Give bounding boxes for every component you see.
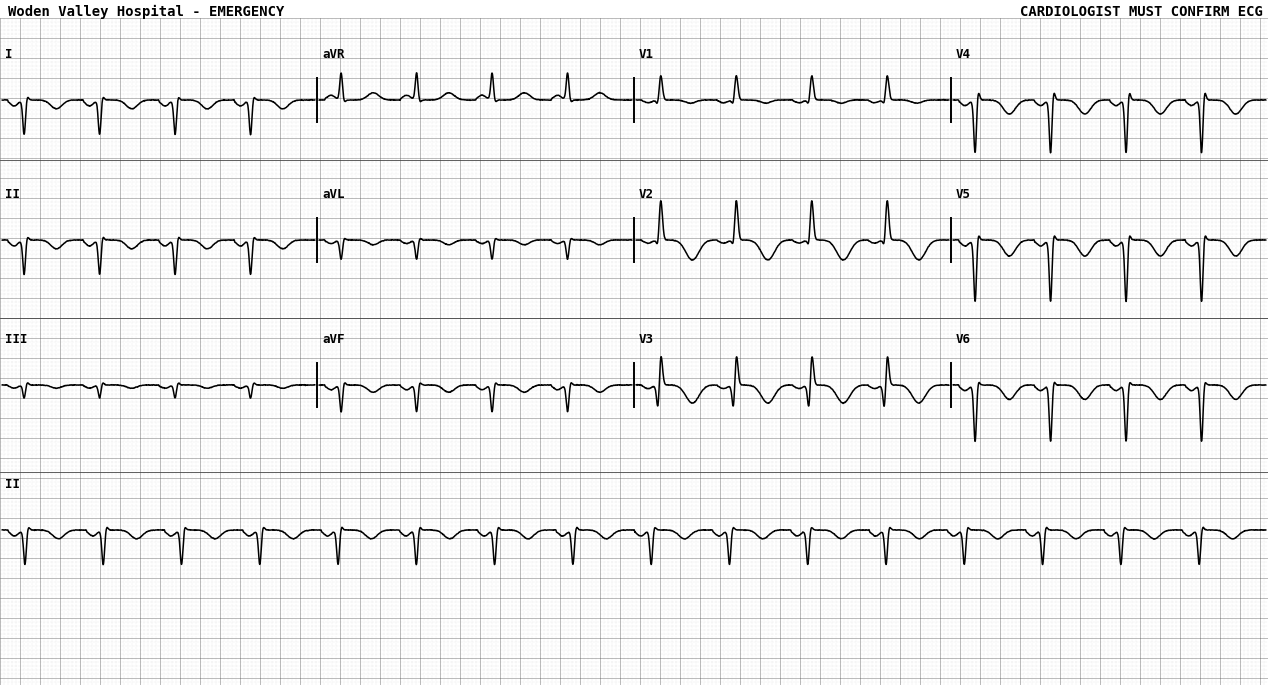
Text: II: II [5, 478, 20, 491]
Text: V6: V6 [956, 333, 971, 346]
Text: V3: V3 [639, 333, 654, 346]
Text: V1: V1 [639, 48, 654, 61]
Text: CARDIOLOGIST MUST CONFIRM ECG: CARDIOLOGIST MUST CONFIRM ECG [1021, 5, 1263, 19]
Text: V5: V5 [956, 188, 971, 201]
Text: Woden Valley Hospital - EMERGENCY: Woden Valley Hospital - EMERGENCY [8, 5, 284, 19]
Text: V2: V2 [639, 188, 654, 201]
Text: V4: V4 [956, 48, 971, 61]
Text: III: III [5, 333, 28, 346]
Text: aVR: aVR [322, 48, 345, 61]
Text: I: I [5, 48, 13, 61]
Text: aVL: aVL [322, 188, 345, 201]
Text: aVF: aVF [322, 333, 345, 346]
Text: II: II [5, 188, 20, 201]
